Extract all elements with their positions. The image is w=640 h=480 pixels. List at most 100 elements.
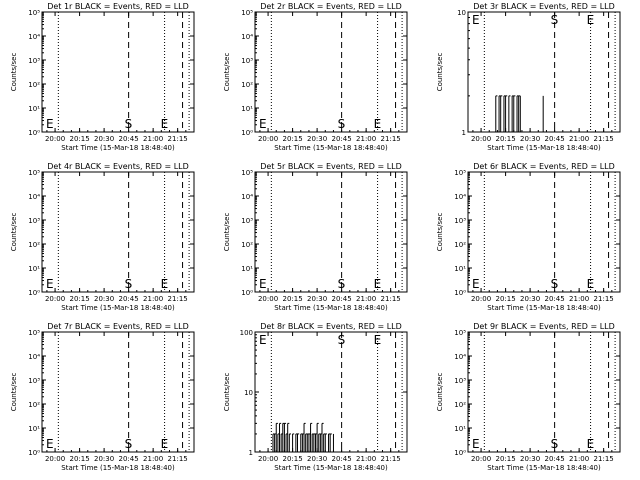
panel-title: Det 3r BLACK = Events, RED = LLD <box>473 2 615 11</box>
y-tick-label: 10³ <box>241 217 253 225</box>
y-tick-label: 10³ <box>454 377 466 385</box>
y-tick-label: 10⁴ <box>28 193 40 201</box>
y-tick-label: 10³ <box>28 57 40 65</box>
y-tick-label: 10⁴ <box>241 33 253 41</box>
x-axis-label: Start Time (15-Mar-18 18:48:40) <box>61 304 175 312</box>
panel-det-2: Det 2r BLACK = Events, RED = LLD 10⁰ 10¹ 10… <box>223 2 408 152</box>
marker-e: E <box>587 277 595 291</box>
x-tick-label: 21:15 <box>381 455 401 463</box>
y-tick-label: 10¹ <box>28 425 40 433</box>
x-tick-label: 20:00 <box>45 295 65 303</box>
x-axis-label: Start Time (15-Mar-18 18:48:40) <box>487 144 601 152</box>
marker-e: E <box>161 437 169 451</box>
y-tick-label: 100 <box>240 329 253 337</box>
y-tick-label: 1 <box>249 449 253 457</box>
y-tick-label: 10³ <box>28 217 40 225</box>
x-tick-label: 21:15 <box>168 295 188 303</box>
x-axis-label: Start Time (15-Mar-18 18:48:40) <box>274 144 388 152</box>
panel-title: Det 9r BLACK = Events, RED = LLD <box>473 322 615 331</box>
x-axis-label: Start Time (15-Mar-18 18:48:40) <box>274 304 388 312</box>
x-tick-label: 20:30 <box>307 135 327 143</box>
x-tick-label: 20:15 <box>282 135 302 143</box>
y-tick-label: 10¹ <box>241 265 253 273</box>
x-tick-label: 20:45 <box>332 135 352 143</box>
x-tick-label: 20:15 <box>495 295 515 303</box>
panel-det-5: Det 5r BLACK = Events, RED = LLD 10⁰ 10¹ 10… <box>223 162 408 312</box>
y-tick-label: 10⁰ <box>28 289 40 297</box>
plot-frame <box>41 11 195 133</box>
x-tick-label: 20:45 <box>119 455 139 463</box>
x-tick-label: 21:00 <box>356 135 376 143</box>
marker-e: E <box>259 277 267 291</box>
y-tick-label: 10⁴ <box>454 353 466 361</box>
y-tick-label: 10 <box>244 389 253 397</box>
marker-s: S <box>551 437 559 451</box>
plot-frame <box>254 171 408 293</box>
y-tick-label: 10¹ <box>454 425 466 433</box>
x-tick-label: 21:00 <box>569 455 589 463</box>
x-tick-label: 20:30 <box>307 295 327 303</box>
panel-det-7: Det 7r BLACK = Events, RED = LLD 10⁰ 10¹ 10… <box>10 322 195 472</box>
x-tick-label: 20:15 <box>69 455 89 463</box>
y-tick-label: 10³ <box>241 57 253 65</box>
marker-e: E <box>587 437 595 451</box>
y-tick-label: 10⁵ <box>28 169 40 177</box>
marker-s: S <box>125 117 133 131</box>
x-tick-label: 21:15 <box>168 135 188 143</box>
x-tick-label: 21:00 <box>143 135 163 143</box>
x-tick-label: 20:45 <box>545 455 565 463</box>
y-axis-label: Counts/sec <box>10 53 18 92</box>
x-tick-label: 20:30 <box>94 455 114 463</box>
x-tick-label: 21:00 <box>356 455 376 463</box>
panel-title: Det 8r BLACK = Events, RED = LLD <box>260 322 402 331</box>
x-tick-label: 21:15 <box>594 135 614 143</box>
y-tick-label: 10⁴ <box>28 353 40 361</box>
y-tick-label: 10⁵ <box>241 9 253 17</box>
y-tick-label: 10³ <box>28 377 40 385</box>
panel-title: Det 4r BLACK = Events, RED = LLD <box>47 162 189 171</box>
marker-e: E <box>161 277 169 291</box>
y-tick-label: 10⁵ <box>28 9 40 17</box>
x-tick-label: 20:30 <box>94 135 114 143</box>
x-tick-label: 20:45 <box>332 455 352 463</box>
y-tick-label: 10¹ <box>28 105 40 113</box>
panel-title: Det 6r BLACK = Events, RED = LLD <box>473 162 615 171</box>
y-axis-label: Counts/sec <box>223 53 231 92</box>
plot-frame <box>41 331 195 453</box>
x-axis-label: Start Time (15-Mar-18 18:48:40) <box>274 464 388 472</box>
x-tick-label: 21:15 <box>594 295 614 303</box>
marker-e: E <box>374 277 382 291</box>
y-axis-label: Counts/sec <box>10 213 18 252</box>
y-tick-label: 10¹ <box>28 265 40 273</box>
plot-frame <box>467 331 621 453</box>
x-tick-label: 20:45 <box>545 135 565 143</box>
x-tick-label: 20:15 <box>495 455 515 463</box>
y-tick-label: 1 <box>462 129 466 137</box>
x-tick-label: 20:30 <box>307 455 327 463</box>
panel-title: Det 5r BLACK = Events, RED = LLD <box>260 162 402 171</box>
marker-e: E <box>259 333 267 347</box>
y-axis-label: Counts/sec <box>436 213 444 252</box>
y-axis-label: Counts/sec <box>223 213 231 252</box>
panel-det-8: Det 8r BLACK = Events, RED = LLD 1 10 100 Co… <box>223 322 408 472</box>
y-tick-label: 10⁰ <box>241 289 253 297</box>
y-tick-label: 10² <box>28 81 40 89</box>
x-tick-label: 21:00 <box>569 295 589 303</box>
y-tick-label: 10² <box>454 401 466 409</box>
y-tick-label: 10² <box>28 241 40 249</box>
marker-e: E <box>161 117 169 131</box>
y-tick-label: 10⁰ <box>241 129 253 137</box>
marker-e: E <box>472 13 480 27</box>
x-tick-label: 20:00 <box>258 295 278 303</box>
y-tick-label: 10⁰ <box>454 289 466 297</box>
marker-e: E <box>374 333 382 347</box>
marker-e: E <box>46 277 54 291</box>
y-axis-label: Counts/sec <box>436 53 444 92</box>
y-tick-label: 10² <box>28 401 40 409</box>
panel-title: Det 1r BLACK = Events, RED = LLD <box>47 2 189 11</box>
y-tick-label: 10¹ <box>241 105 253 113</box>
x-tick-label: 20:45 <box>332 295 352 303</box>
x-tick-label: 20:00 <box>45 135 65 143</box>
